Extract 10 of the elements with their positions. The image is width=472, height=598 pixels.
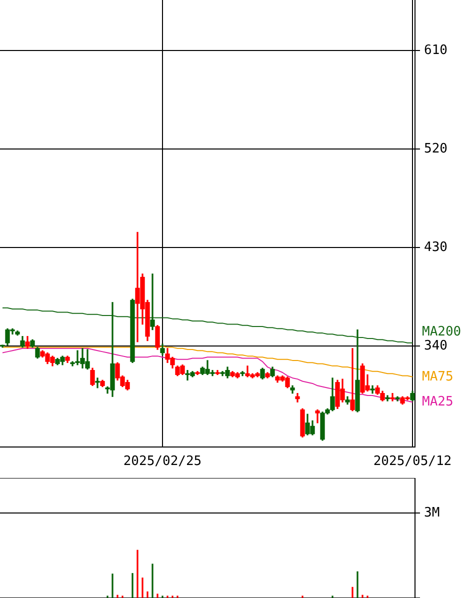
- series-label: MA25: [422, 394, 454, 410]
- x-tick-label: 2025/02/25: [123, 454, 202, 470]
- y-tick-label: 340: [424, 338, 448, 354]
- series-label: MA75: [422, 369, 454, 384]
- y-tick-label: 430: [424, 240, 448, 255]
- x-tick-label: 2025/05/12: [373, 454, 452, 470]
- y-tick-label: 3M: [424, 505, 440, 520]
- y-tick-label: 520: [424, 141, 448, 156]
- series-label: MA200: [422, 324, 462, 340]
- y-tick-label: 610: [424, 42, 448, 58]
